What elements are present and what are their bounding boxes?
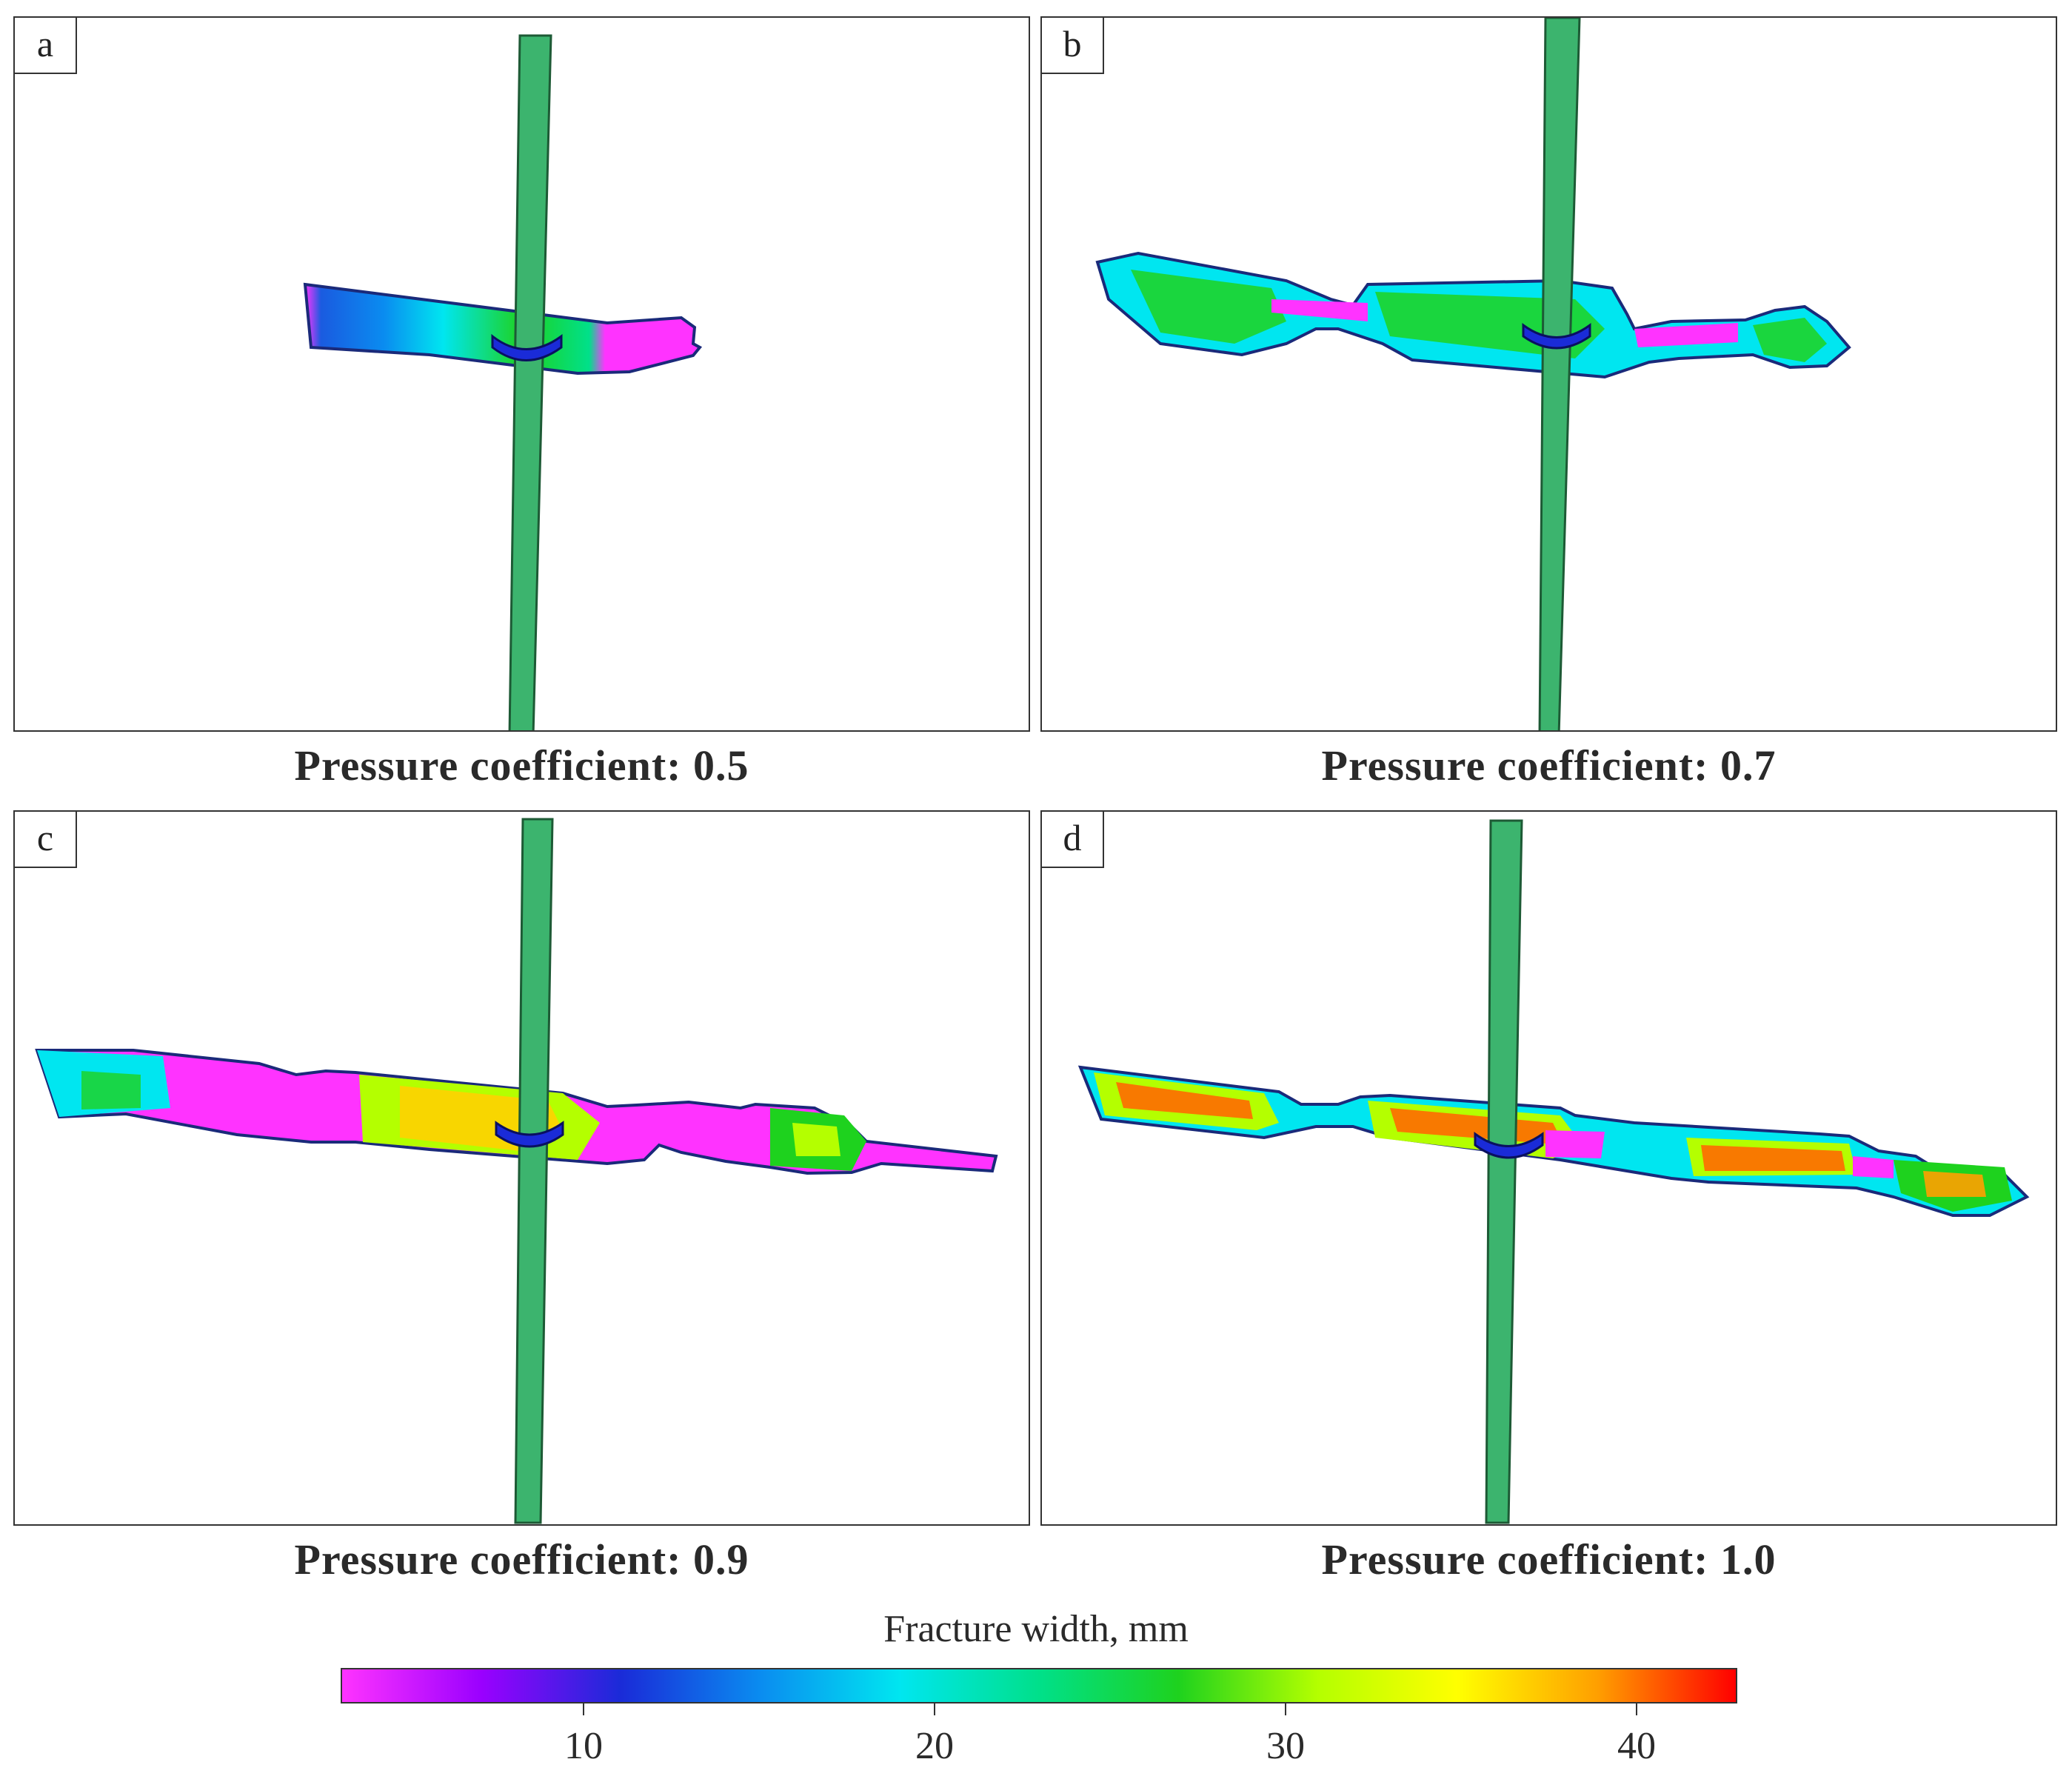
colorbar-tick bbox=[1285, 1703, 1286, 1715]
colorbar-title: Fracture width, mm bbox=[883, 1608, 1189, 1650]
panel-label-c: c bbox=[15, 812, 77, 868]
colorbar-tick bbox=[934, 1703, 935, 1715]
caption-b: Pressure coefficient: 0.7 bbox=[1321, 741, 1777, 790]
colorbar-tick-label: 30 bbox=[1266, 1725, 1305, 1767]
panel-a: a bbox=[13, 16, 1030, 732]
colorbar-tick bbox=[583, 1703, 584, 1715]
colorbar bbox=[341, 1668, 1737, 1703]
fracture-d bbox=[1077, 1065, 2030, 1217]
caption-a: Pressure coefficient: 0.5 bbox=[294, 741, 749, 790]
colorbar-tick-label: 20 bbox=[915, 1725, 954, 1767]
fracture-plot-c bbox=[35, 818, 998, 1524]
wellbore-d bbox=[1474, 819, 1544, 1524]
fracture-b bbox=[1095, 251, 1851, 379]
fracture-plot-b bbox=[1095, 18, 1851, 730]
panel-label-d: d bbox=[1042, 812, 1104, 868]
panel-b: b bbox=[1040, 16, 2057, 732]
colorbar-tick-label: 10 bbox=[564, 1725, 603, 1767]
panel-label-b: b bbox=[1042, 18, 1104, 74]
colorbar-tick-label: 40 bbox=[1617, 1725, 1656, 1767]
colorbar-tick bbox=[1636, 1703, 1637, 1715]
fracture-plot-d bbox=[1077, 819, 2030, 1524]
panel-label-a: a bbox=[15, 18, 77, 74]
fracture-a bbox=[303, 282, 703, 376]
caption-c: Pressure coefficient: 0.9 bbox=[294, 1535, 749, 1584]
panel-d: d bbox=[1040, 810, 2057, 1526]
panel-c: c bbox=[13, 810, 1030, 1526]
wellbore-b bbox=[1522, 18, 1591, 730]
fracture-plot-a bbox=[303, 34, 703, 730]
wellbore-a bbox=[491, 34, 563, 730]
wellbore-c bbox=[495, 818, 564, 1524]
caption-d: Pressure coefficient: 1.0 bbox=[1321, 1535, 1777, 1584]
fracture-c bbox=[35, 1049, 998, 1175]
